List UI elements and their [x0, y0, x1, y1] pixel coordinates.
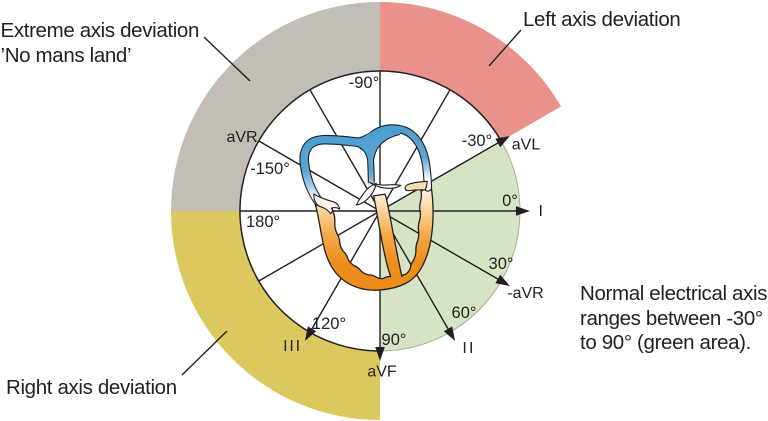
svg-text:120°: 120° [312, 315, 346, 333]
svg-text:-30°: -30° [462, 132, 492, 150]
svg-text:’No mans land’: ’No mans land’ [1, 44, 132, 67]
svg-text:I: I [539, 203, 543, 220]
svg-text:Normal electrical axis: Normal electrical axis [580, 282, 767, 305]
svg-text:aVF: aVF [367, 364, 397, 381]
svg-text:0°: 0° [502, 192, 518, 210]
svg-text:II: II [462, 340, 475, 357]
svg-text:aVR: aVR [226, 129, 257, 146]
svg-text:III: III [283, 338, 302, 355]
svg-text:180°: 180° [246, 213, 280, 231]
svg-text:Extreme axis deviation: Extreme axis deviation [1, 19, 200, 42]
svg-text:60°: 60° [452, 304, 477, 322]
svg-text:-aVR: -aVR [507, 285, 543, 302]
svg-text:90°: 90° [382, 331, 407, 349]
svg-text:30°: 30° [489, 255, 514, 273]
svg-text:aVL: aVL [512, 137, 541, 154]
svg-text:to 90° (green area).: to 90° (green area). [580, 331, 751, 354]
svg-text:ranges between -30°: ranges between -30° [580, 307, 763, 330]
svg-text:Right axis deviation: Right axis deviation [6, 376, 177, 399]
svg-text:-90°: -90° [349, 74, 379, 92]
svg-text:-150°: -150° [250, 160, 290, 178]
svg-text:Left axis deviation: Left axis deviation [523, 8, 680, 31]
